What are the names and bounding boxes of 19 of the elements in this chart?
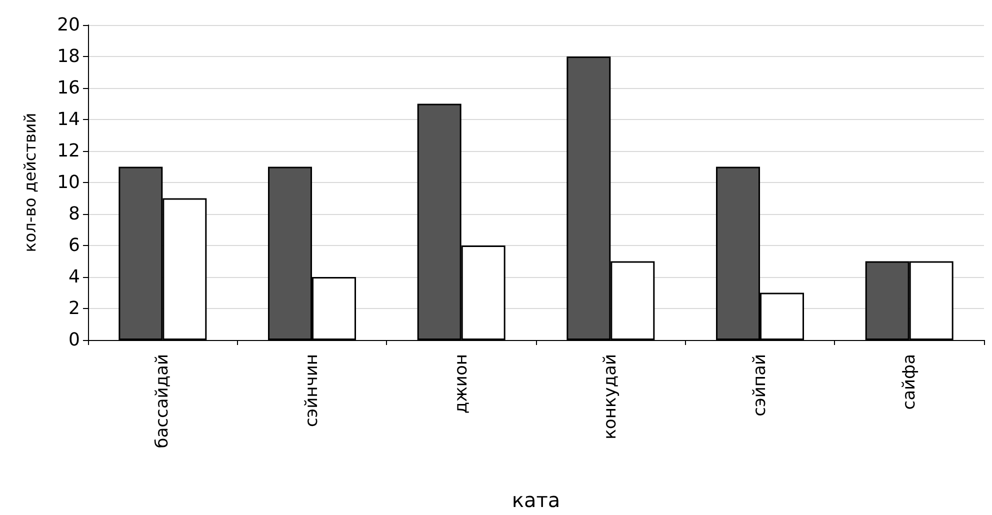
x-tick-label: джион	[451, 354, 472, 414]
y-tick-label: 6	[68, 235, 80, 256]
y-tick-label: 0	[68, 330, 80, 350]
y-tick-label: 20	[57, 14, 80, 36]
y-tick-label: 12	[57, 140, 80, 162]
y-tick-label: 18	[57, 46, 80, 67]
y-tick-label: 16	[57, 78, 80, 98]
y-axis-title: кол-во действий	[20, 112, 40, 252]
x-tick-label: сэйпай	[750, 354, 770, 416]
x-tick-label: сайфа	[899, 354, 920, 410]
x-tick-label: конкудай	[600, 354, 621, 440]
y-tick-label: 10	[57, 172, 80, 193]
x-tick-label: сэйнчин	[302, 354, 322, 428]
x-tick-label: бассайдай	[152, 354, 173, 448]
y-tick-label: 4	[68, 266, 80, 288]
y-tick-label: 8	[68, 204, 80, 224]
x-axis-title: ката	[512, 488, 560, 512]
y-tick-label: 14	[57, 109, 80, 130]
y-tick-label: 2	[68, 298, 80, 319]
